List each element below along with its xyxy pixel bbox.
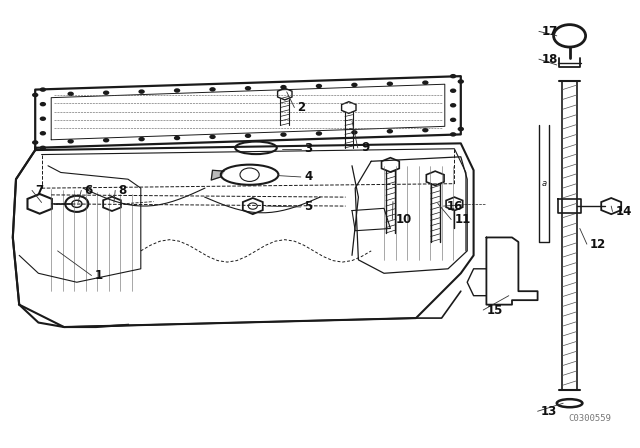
Text: 17: 17	[542, 25, 558, 38]
Text: 3: 3	[304, 142, 312, 155]
Circle shape	[32, 140, 38, 145]
Circle shape	[450, 118, 456, 122]
Circle shape	[103, 90, 109, 95]
Text: a: a	[541, 179, 547, 188]
Circle shape	[458, 127, 464, 131]
Text: 18: 18	[542, 52, 559, 66]
Circle shape	[40, 131, 46, 135]
Text: C0300559: C0300559	[569, 414, 612, 423]
Circle shape	[387, 82, 393, 86]
Text: 16: 16	[447, 199, 463, 213]
Circle shape	[244, 86, 251, 90]
Text: 6: 6	[84, 184, 93, 197]
Circle shape	[450, 89, 456, 93]
Circle shape	[351, 83, 358, 87]
Circle shape	[209, 134, 216, 139]
Circle shape	[40, 87, 46, 92]
Text: 15: 15	[486, 303, 503, 317]
Circle shape	[103, 138, 109, 142]
Text: 9: 9	[361, 141, 369, 155]
Text: 4: 4	[304, 170, 312, 184]
Circle shape	[458, 79, 464, 84]
Polygon shape	[211, 170, 224, 180]
Circle shape	[387, 129, 393, 134]
Circle shape	[174, 88, 180, 93]
Circle shape	[450, 74, 456, 78]
Circle shape	[138, 90, 145, 94]
Circle shape	[450, 103, 456, 108]
Circle shape	[422, 128, 429, 133]
Circle shape	[32, 93, 38, 97]
Circle shape	[40, 116, 46, 121]
Text: 10: 10	[396, 213, 412, 226]
Circle shape	[67, 139, 74, 144]
Text: 2: 2	[298, 101, 306, 114]
Circle shape	[351, 130, 358, 135]
Circle shape	[280, 133, 287, 137]
Text: 5: 5	[304, 200, 312, 214]
Circle shape	[280, 85, 287, 90]
Circle shape	[244, 134, 251, 138]
Text: 12: 12	[590, 237, 606, 251]
Circle shape	[422, 81, 429, 85]
Circle shape	[316, 131, 322, 136]
Circle shape	[40, 146, 46, 150]
Text: 13: 13	[541, 405, 557, 418]
Circle shape	[316, 84, 322, 88]
Text: 14: 14	[616, 205, 632, 218]
Text: 11: 11	[454, 213, 470, 226]
Text: 8: 8	[118, 184, 127, 197]
Circle shape	[174, 136, 180, 140]
Circle shape	[209, 87, 216, 92]
Circle shape	[450, 132, 456, 137]
Circle shape	[67, 92, 74, 96]
Circle shape	[138, 137, 145, 142]
Circle shape	[40, 102, 46, 107]
Text: 1: 1	[95, 269, 103, 282]
Text: 7: 7	[35, 184, 44, 197]
